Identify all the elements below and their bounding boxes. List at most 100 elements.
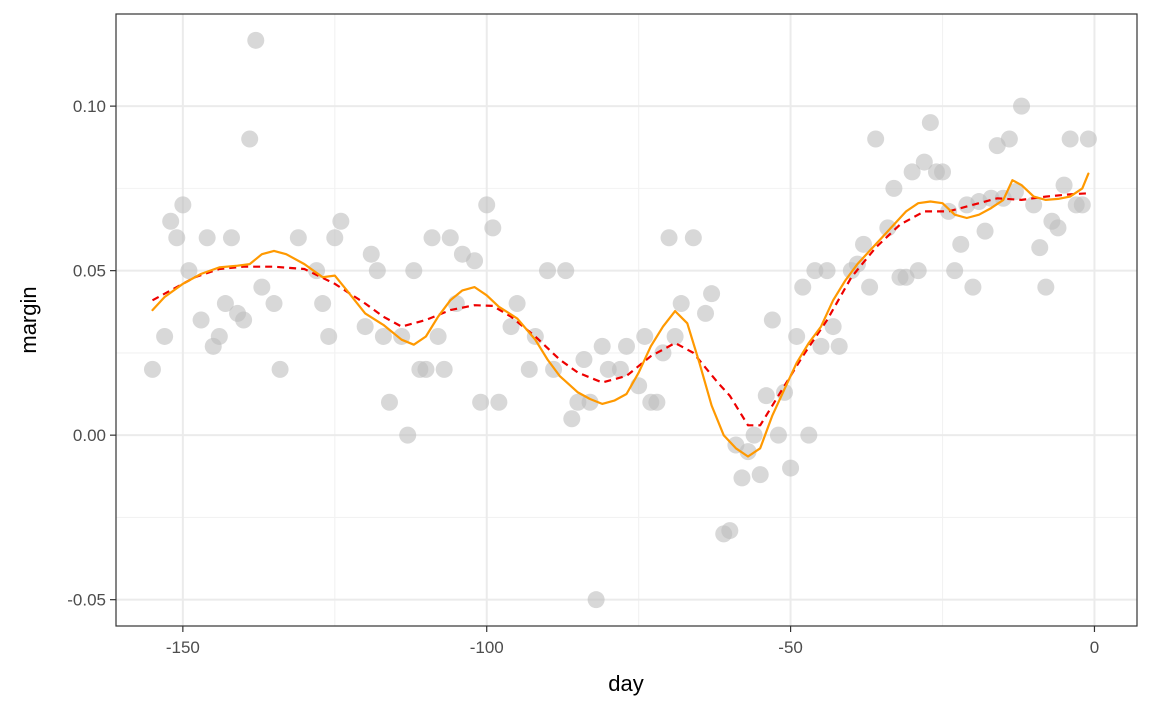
data-point — [320, 327, 338, 345]
data-point — [314, 295, 332, 313]
data-point — [235, 311, 253, 329]
data-point — [745, 426, 763, 444]
data-point — [490, 393, 508, 411]
data-point — [751, 466, 769, 484]
data-point — [666, 327, 684, 345]
x-tick-label: -150 — [166, 638, 200, 657]
x-axis-title: day — [608, 671, 643, 696]
y-tick-label: -0.05 — [67, 591, 106, 610]
data-point — [374, 327, 392, 345]
y-tick-label: 0.10 — [73, 97, 106, 116]
data-point — [210, 327, 228, 345]
data-point — [867, 130, 885, 148]
data-point — [812, 337, 830, 355]
data-point — [538, 262, 556, 280]
y-tick-label: 0.00 — [73, 426, 106, 445]
data-point — [216, 295, 234, 313]
data-point — [788, 327, 806, 345]
data-point — [769, 426, 787, 444]
data-point — [672, 295, 690, 313]
data-point — [952, 235, 970, 253]
data-point — [174, 196, 192, 214]
data-point — [222, 229, 240, 247]
data-point — [508, 295, 526, 313]
major-gridlines — [116, 14, 1137, 626]
data-point — [593, 337, 611, 355]
data-point — [636, 327, 654, 345]
x-tick-label: -100 — [470, 638, 504, 657]
data-point — [557, 262, 575, 280]
data-point — [575, 350, 593, 368]
data-point — [885, 179, 903, 197]
data-point — [654, 344, 672, 362]
data-point — [697, 304, 715, 322]
smooth-line-dashed — [151, 192, 1089, 427]
data-point — [168, 229, 186, 247]
data-point — [976, 222, 994, 240]
data-point — [423, 229, 441, 247]
data-point — [763, 311, 781, 329]
data-point — [587, 591, 605, 609]
data-point — [982, 189, 1000, 207]
data-point — [356, 318, 374, 336]
data-point — [855, 235, 873, 253]
smooth-lines — [151, 172, 1090, 458]
data-point — [903, 163, 921, 181]
data-point — [326, 229, 344, 247]
data-point — [800, 426, 818, 444]
data-point — [466, 252, 484, 270]
data-point — [362, 245, 380, 263]
data-point — [909, 262, 927, 280]
data-point — [1000, 130, 1018, 148]
data-point — [198, 229, 216, 247]
data-point — [782, 459, 800, 477]
data-point — [484, 219, 502, 237]
y-tick-label: 0.05 — [73, 262, 106, 281]
data-point — [1006, 183, 1024, 201]
data-point — [380, 393, 398, 411]
data-point — [271, 360, 289, 378]
data-point — [563, 410, 581, 428]
data-point — [946, 262, 964, 280]
data-point — [921, 114, 939, 132]
data-point — [915, 153, 933, 171]
data-point — [739, 443, 757, 461]
data-point — [417, 360, 435, 378]
data-point — [611, 360, 629, 378]
data-point — [806, 262, 824, 280]
data-point — [721, 522, 739, 540]
data-point — [478, 196, 496, 214]
axis-ticks: -150 -100 -50 0 -0.05 0.00 0.05 0.10 — [67, 97, 1099, 657]
data-point — [405, 262, 423, 280]
data-point — [1025, 196, 1043, 214]
data-point — [824, 318, 842, 336]
data-point — [1079, 130, 1097, 148]
data-point — [964, 278, 982, 296]
scatter-points — [143, 31, 1097, 609]
data-point — [934, 163, 952, 181]
data-point — [253, 278, 271, 296]
data-point — [660, 229, 678, 247]
data-point — [569, 393, 587, 411]
x-tick-label: 0 — [1090, 638, 1099, 657]
data-point — [156, 327, 174, 345]
data-point — [520, 360, 538, 378]
data-point — [618, 337, 635, 355]
panel-border — [115, 13, 1138, 627]
data-point — [757, 387, 775, 405]
y-axis-title: margin — [16, 286, 41, 353]
data-point — [241, 130, 259, 148]
data-point — [879, 219, 897, 237]
data-point — [265, 295, 283, 313]
data-point — [368, 262, 386, 280]
data-point — [1073, 196, 1091, 214]
data-point — [162, 212, 180, 230]
data-point — [332, 212, 350, 230]
data-point — [502, 318, 520, 336]
data-point — [247, 31, 265, 49]
x-tick-label: -50 — [778, 638, 803, 657]
data-point — [599, 360, 617, 378]
data-point — [940, 202, 958, 220]
data-point — [703, 285, 721, 303]
